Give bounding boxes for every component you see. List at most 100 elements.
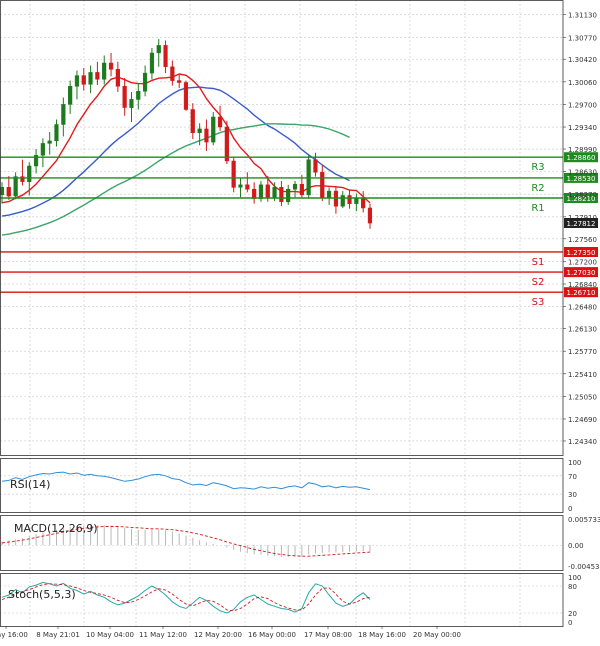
panel-frame [0, 573, 564, 627]
y-tick-label: 1.25410 [568, 371, 597, 379]
rsi-line [1, 471, 371, 491]
macd-tick-label: 0.00 [568, 542, 584, 550]
candle-body [136, 91, 141, 100]
x-tick-label: 10 May 04:00 [86, 631, 134, 639]
candle-body [6, 187, 11, 197]
macd-panel [1, 525, 371, 558]
candle-body [170, 66, 175, 81]
stoch-title: Stoch(5,5,3) [8, 588, 76, 601]
y-tick-label: 1.24340 [568, 438, 597, 446]
y-tick-label: 1.31130 [568, 12, 597, 20]
candle-body [115, 69, 120, 87]
candle-body [95, 72, 100, 80]
level-name-r1: R1 [531, 203, 544, 214]
candle-body [272, 187, 277, 198]
level-name-s3: S3 [532, 297, 545, 308]
x-tick-label: 11 May 12:00 [139, 631, 187, 639]
candle-body [33, 155, 39, 167]
rsi-tick-label: 70 [568, 473, 577, 481]
candle-body [61, 104, 66, 125]
candle-body [149, 52, 155, 74]
panel-frame [0, 515, 564, 571]
level-price-box [564, 287, 598, 298]
y-tick-label: 1.29700 [568, 101, 597, 109]
candle-body [74, 75, 80, 87]
stoch-tick-label: 100 [568, 574, 581, 582]
candle-body [320, 172, 325, 198]
level-name-s1: S1 [532, 257, 545, 268]
stoch-tick-label: 20 [568, 610, 577, 618]
candle-body [177, 80, 182, 83]
candle-body [88, 72, 93, 85]
candle-body [20, 176, 25, 182]
ma-line [1, 123, 350, 236]
level-price-label: 1.27030 [567, 269, 596, 277]
candle-body [217, 116, 223, 128]
y-tick-label: 1.28270 [568, 191, 597, 199]
candle-body [54, 124, 59, 142]
candle-body [47, 140, 52, 144]
candle-body [129, 99, 134, 108]
stoch-d-line [1, 583, 371, 612]
candle-body [354, 198, 359, 204]
y-tick-label: 1.26840 [568, 281, 597, 289]
candle-body [299, 183, 304, 196]
y-tick-label: 1.27910 [568, 214, 597, 222]
panel-frame [0, 0, 564, 456]
candle-body [361, 198, 366, 209]
level-price-box [564, 247, 598, 257]
level-name-r3: R3 [531, 162, 544, 173]
x-tick-label: 18 May 16:00 [358, 631, 406, 639]
y-tick-label: 1.25050 [568, 393, 597, 401]
level-price-label: 1.28210 [567, 195, 596, 203]
level-price-box [564, 267, 598, 278]
y-tick-label: 1.29340 [568, 124, 597, 132]
x-tick-label: 8 May 16:00 [0, 631, 28, 639]
candle-body [265, 184, 270, 198]
candle-body [313, 159, 318, 173]
candle-body [68, 85, 73, 105]
current-price-label: 1.27812 [567, 220, 596, 228]
y-tick-label: 1.28990 [568, 146, 597, 154]
candle-body [238, 184, 243, 188]
current-price-box [564, 218, 598, 228]
candle-body [27, 165, 32, 182]
candle-body [367, 207, 373, 224]
stoch-k-line [1, 581, 371, 614]
candle-body [286, 188, 291, 203]
level-price-label: 1.26710 [567, 289, 596, 297]
rsi-panel [1, 471, 371, 491]
candle-body [122, 85, 127, 108]
candle-body [102, 62, 107, 80]
macd-tick-label: -0.004534 [568, 563, 600, 571]
rsi-tick-label: 30 [568, 491, 577, 499]
candle-body [13, 176, 18, 197]
level-price-label: 1.27350 [567, 249, 596, 257]
candle-body [108, 62, 114, 70]
y-tick-label: 1.24690 [568, 416, 597, 424]
candle-body [258, 184, 264, 199]
candle-body [156, 45, 161, 54]
stoch-tick-label: 0 [568, 619, 572, 627]
y-tick-label: 1.30420 [568, 56, 597, 64]
x-tick-label: 12 May 20:00 [194, 631, 242, 639]
candle-body [40, 143, 45, 156]
x-tick-label: 17 May 08:00 [304, 631, 352, 639]
macd-tick-label: 0.005733 [568, 516, 600, 524]
x-tick-label: 8 May 21:01 [36, 631, 80, 639]
candle-body [204, 128, 209, 143]
level-price-label: 1.28530 [567, 175, 596, 183]
level-price-box [564, 172, 598, 183]
candle-body [183, 82, 189, 110]
candle-body [326, 190, 332, 198]
ma-line [1, 86, 350, 217]
rsi-title: RSI(14) [10, 478, 50, 491]
candle-body [279, 187, 284, 202]
y-tick-label: 1.30770 [568, 34, 597, 42]
y-tick-label: 1.27200 [568, 258, 597, 266]
label-layer: R3 1.28860 R2 1.28530 R1 1.28210 S1 1.27350 S2 1.… [0, 12, 600, 639]
panel-frame [0, 458, 564, 513]
candle-body [81, 75, 86, 85]
